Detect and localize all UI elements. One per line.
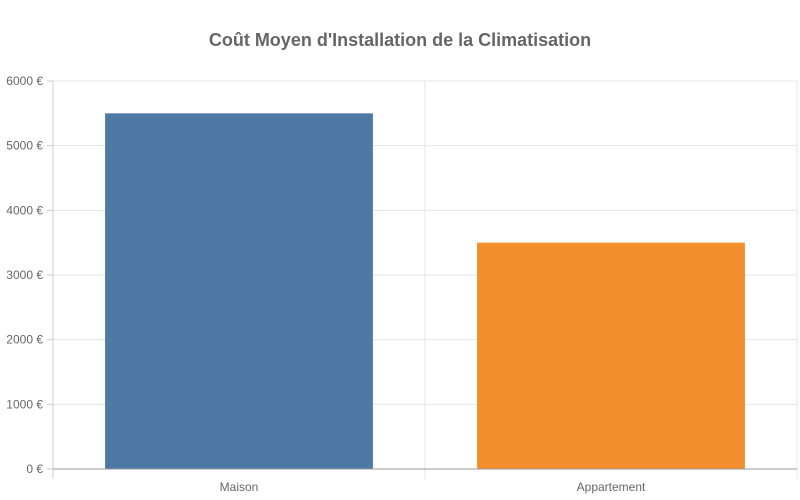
y-tick-label: 6000 € [6, 74, 43, 88]
bar-appartement [477, 242, 745, 469]
y-tick-label: 0 € [26, 462, 43, 476]
y-tick-label: 2000 € [6, 333, 43, 347]
chart-title: Coût Moyen d'Installation de la Climatis… [208, 30, 592, 50]
y-tick-label: 4000 € [6, 203, 43, 217]
y-tick-label: 3000 € [6, 268, 43, 282]
y-tick-label: 5000 € [6, 139, 43, 153]
x-tick-label: Maison [220, 480, 259, 494]
bar-maison [105, 113, 373, 469]
x-tick-label: Appartement [577, 480, 646, 494]
y-tick-label: 1000 € [6, 397, 43, 411]
